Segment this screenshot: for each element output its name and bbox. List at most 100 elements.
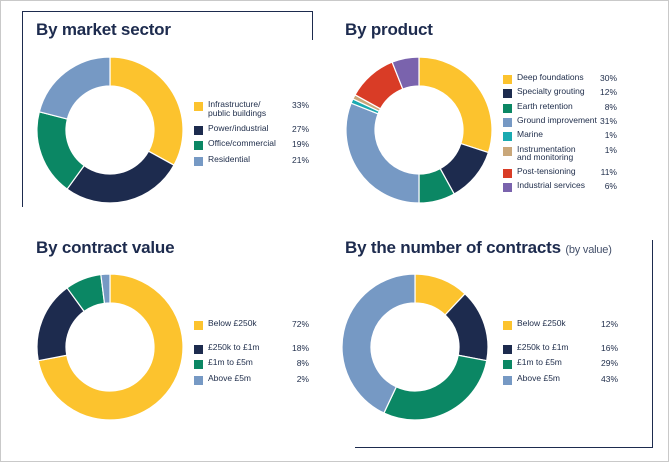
legend-label: Post-tensioning	[517, 165, 576, 176]
legend-item-1m-to-5m: £1m to £5m 8%	[194, 358, 309, 374]
legend-swatch	[194, 102, 203, 111]
legend-item-power-industrial: Power/industrial 27%	[194, 122, 309, 140]
legend-item-post-tensioning: Post-tensioning 11%	[503, 165, 617, 183]
legend-value: 16%	[600, 342, 618, 353]
legend-item-specialty-grouting: Specialty grouting 12%	[503, 87, 617, 103]
legend-value: 27%	[291, 123, 309, 134]
divider-vertical	[312, 11, 313, 40]
donut-slice-above-5m	[100, 273, 111, 305]
chart-title: By market sector	[36, 20, 171, 39]
donut-chart	[36, 273, 184, 421]
legend-item-office-commercial: Office/commercial 19%	[194, 139, 309, 155]
legend-value: 8%	[604, 101, 617, 112]
legend-swatch	[194, 344, 203, 354]
legend-item-industrial-services: Industrial services 6%	[503, 181, 617, 197]
legend-value: 11%	[600, 166, 617, 177]
legend-value: 18%	[291, 342, 309, 353]
chart-legend: Below £250k 72% £250k to £1m 18% £1m to £5m 8…	[194, 319, 309, 385]
donut-chart	[345, 56, 493, 204]
legend-value: 31%	[599, 115, 617, 126]
chart-subtitle: (by value)	[565, 244, 612, 256]
legend-label: Power/industrial	[208, 122, 269, 133]
chart-title-text: By the number of contracts	[345, 238, 561, 257]
left-rule	[22, 11, 23, 207]
legend-label: £1m to £5m	[208, 357, 253, 367]
legend-value: 12%	[599, 87, 617, 98]
donut-slice-below-250k	[37, 273, 184, 421]
legend-item-earth-retention: Earth retention 8%	[503, 100, 617, 118]
legend-label: Below £250k	[208, 318, 257, 328]
legend-item-ground-improvement: Ground improvement 31%	[503, 114, 617, 132]
legend-item-deep-foundations: Deep foundations 30%	[503, 73, 617, 89]
legend-value: 1%	[604, 130, 617, 141]
chart-title: By product	[345, 20, 433, 39]
donut-slice-power-industrial	[66, 150, 175, 204]
legend-swatch	[194, 375, 203, 385]
legend-item-250k-to-1m: £250k to £1m 18%	[194, 341, 309, 359]
legend-item-above-5m: Above £5m 43%	[503, 372, 618, 390]
legend-label: Industrial services	[517, 180, 586, 191]
chart-legend: Deep foundations 30% Specialty grouting 12%…	[503, 73, 617, 193]
legend-item-above-5m: Above £5m 2%	[194, 372, 309, 390]
legend-swatch	[503, 89, 512, 99]
legend-swatch	[194, 141, 203, 150]
donut-slice-above-5m	[341, 273, 416, 414]
legend-label: Below £250k	[517, 318, 566, 328]
legend-item-1m-to-5m: £1m to £5m 29%	[503, 358, 618, 374]
legend-value: 6%	[604, 181, 617, 192]
legend-swatch	[503, 117, 512, 127]
legend-label: Infrastructure/ public buildings	[208, 99, 267, 118]
chart-title: By the number of contracts (by value)	[345, 238, 612, 258]
legend-label: Above £5m	[517, 372, 560, 383]
donut-slice-ground-improvement	[345, 102, 420, 204]
donut-slice-1m-to-5m	[383, 354, 488, 421]
chart-legend: Below £250k 12% £250k to £1m 16% £1m to £5m 2…	[503, 319, 618, 385]
legend-value: 19%	[291, 139, 309, 149]
bottom-rule	[355, 447, 652, 448]
legend-swatch	[503, 132, 512, 142]
chart-legend: Infrastructure/ public buildings 33% Power…	[194, 100, 309, 166]
donut-slice-infrastructure-public-buildings	[109, 56, 184, 166]
legend-label: Above £5m	[208, 372, 251, 383]
legend-swatch	[503, 168, 512, 178]
legend-swatch	[503, 375, 512, 385]
legend-item-infrastructure-public-buildings: Infrastructure/ public buildings 33%	[194, 99, 309, 118]
legend-item-250k-to-1m: £250k to £1m 16%	[503, 341, 618, 359]
legend-value: 21%	[291, 154, 309, 165]
donut-chart	[36, 56, 184, 204]
legend-swatch	[503, 360, 512, 369]
legend-label: Specialty grouting	[517, 86, 585, 97]
legend-label: Ground improvement	[517, 114, 597, 125]
legend-label: £250k to £1m	[517, 341, 569, 352]
legend-swatch	[503, 146, 512, 156]
legend-item-below-250k: Below £250k 12%	[503, 319, 618, 335]
legend-value: 12%	[600, 319, 618, 329]
donut-slice-residential	[38, 56, 111, 120]
legend-swatch	[503, 321, 512, 330]
legend-label: Earth retention	[517, 100, 573, 111]
legend-value: 29%	[600, 358, 618, 368]
legend-item-residential: Residential 21%	[194, 153, 309, 171]
legend-value: 43%	[600, 373, 618, 384]
legend-swatch	[194, 125, 203, 135]
legend-label: Instrumentation and monitoring	[517, 143, 576, 163]
legend-swatch	[194, 156, 203, 166]
legend-swatch	[503, 183, 512, 193]
legend-item-marine: Marine 1%	[503, 130, 617, 146]
donut-slice-deep-foundations	[418, 56, 493, 154]
legend-swatch	[194, 321, 203, 330]
legend-swatch	[503, 344, 512, 354]
legend-label: Residential	[208, 153, 251, 164]
chart-title: By contract value	[36, 238, 175, 257]
legend-label: Office/commercial	[208, 138, 276, 148]
legend-item-below-250k: Below £250k 72%	[194, 319, 309, 335]
top-rule	[22, 11, 312, 12]
legend-item-instrumentation-and-monitoring: Instrumentation and monitoring 1%	[503, 143, 617, 163]
legend-swatch	[194, 360, 203, 369]
legend-value: 1%	[604, 144, 617, 155]
legend-swatch	[503, 103, 512, 113]
legend-label: Marine	[517, 129, 543, 140]
legend-value: 33%	[291, 100, 309, 110]
legend-value: 8%	[296, 358, 309, 368]
legend-label: £250k to £1m	[208, 341, 260, 352]
